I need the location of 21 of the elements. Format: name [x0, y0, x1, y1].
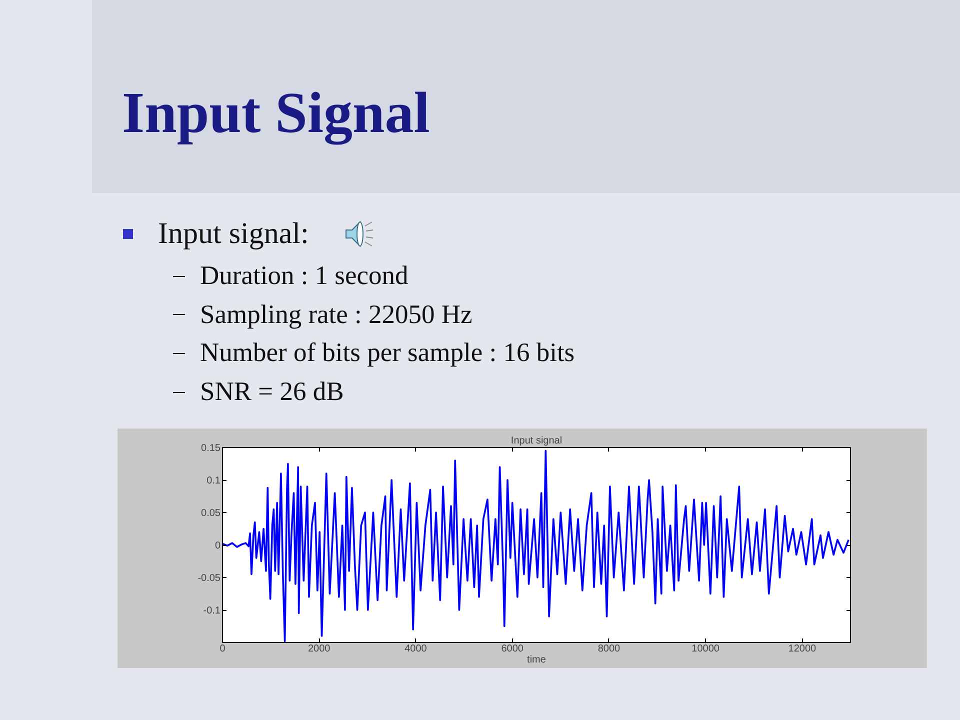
text: Number of bits per sample : 16 bits [200, 337, 575, 368]
chart-title: Input signal [510, 436, 562, 446]
text: Input Signal [122, 80, 430, 145]
x-tick-label: 4000 [404, 644, 428, 654]
x-tick-label: 8000 [598, 644, 621, 654]
x-axis-title: time [527, 654, 546, 666]
text: Duration : 1 second [200, 260, 408, 290]
x-tick-label: 6000 [501, 644, 524, 654]
x-tick-label: 2000 [308, 644, 331, 654]
text: SNR = 26 dB [200, 376, 344, 406]
x-tick-label: 12000 [788, 644, 817, 654]
y-tick-label: -0.05 [198, 573, 221, 584]
y-tick-label: 0 [214, 540, 221, 552]
text: Input signal: [158, 217, 309, 250]
y-tick-label: 0.1 [206, 476, 221, 486]
y-tick-label: -0.1 [203, 606, 221, 616]
line-series [222, 450, 850, 642]
y-tick-label: 0.15 [201, 443, 221, 454]
x-tick-label: 10000 [692, 644, 720, 654]
text: Sampling rate : 22050 Hz [200, 298, 472, 328]
y-tick-label: 0.05 [201, 508, 221, 519]
